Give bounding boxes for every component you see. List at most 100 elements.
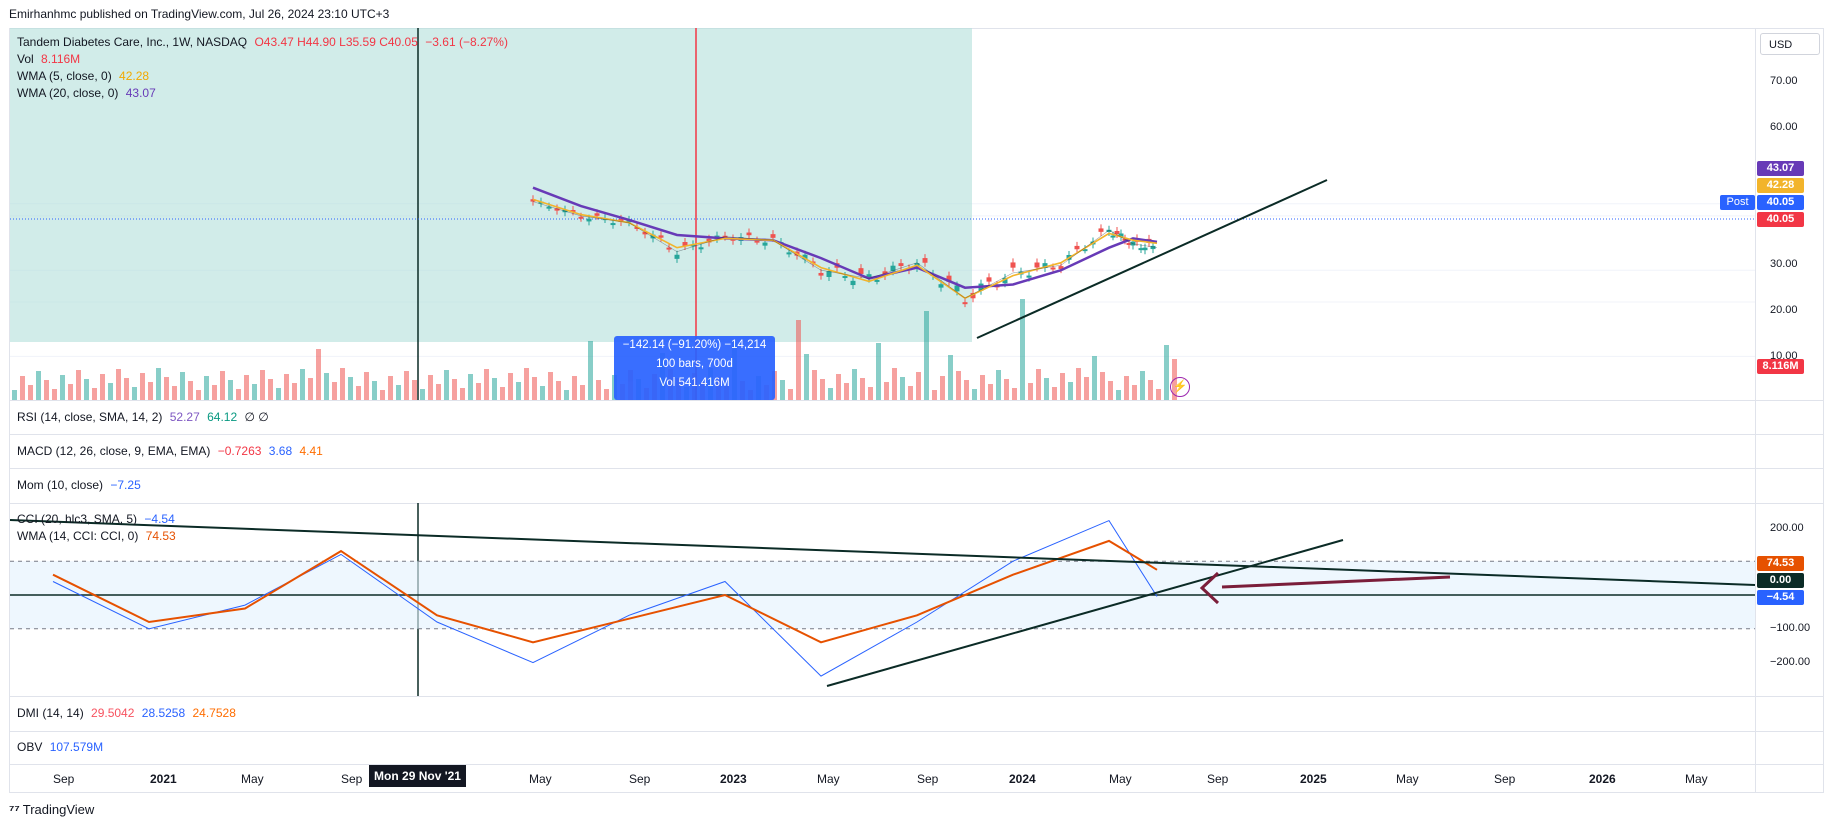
price-tick: 70.00 [1770,75,1798,87]
volume-bar [524,368,529,400]
volume-bar [132,387,137,400]
candle-body [546,206,552,209]
obv-label: OBV [17,740,43,754]
candle-body [1034,262,1040,268]
volume-bar [212,385,217,400]
volume-bar [436,384,441,400]
candle-body [1130,241,1136,246]
time-tick: Sep [1494,772,1516,786]
pane-separator[interactable] [9,731,1824,732]
wma20-legend[interactable]: WMA (20, close, 0) 43.07 [17,86,160,100]
volume-bar [380,390,385,400]
mom-legend[interactable]: Mom (10, close) −7.25 [17,478,145,492]
candle-body [962,302,968,305]
vol-legend[interactable]: Vol 8.116M [17,52,84,66]
vol-value: 8.116M [41,52,81,66]
time-tick: May [817,772,840,786]
volume-bar [260,370,265,400]
brand-label: TradingView [22,802,95,817]
candle-body [1142,247,1148,251]
volume-bar [244,375,249,400]
volume-bar [76,370,81,400]
pane-separator[interactable] [9,468,1824,469]
pane-separator[interactable] [9,434,1824,435]
candle-body [874,279,880,282]
close-line [532,201,1158,299]
volume-bar [1068,382,1073,400]
cci-tick: −100.00 [1770,622,1811,634]
volume-bar [60,375,65,400]
candle-body [770,234,776,238]
time-tick: May [1396,772,1419,786]
candle-body [1126,242,1132,245]
price-trendline [976,179,1328,339]
macd-value-3: 4.41 [299,444,323,458]
wma5-legend[interactable]: WMA (5, close, 0) 42.28 [17,69,153,83]
volume-bar [804,354,809,400]
cci-wma-legend[interactable]: WMA (14, CCI: CCI, 0) 74.53 [17,529,180,543]
cci-value-badge: −4.54 [1757,590,1804,605]
volume-bar [1164,345,1169,400]
price-axis-divider [1755,28,1756,793]
candle-body [610,223,616,226]
candle-body [922,258,928,263]
wma5-value: 42.28 [119,69,150,83]
vol-label: Vol [17,52,34,66]
candle-body [658,235,664,238]
cci-legend[interactable]: CCI (20, hlc3, SMA, 5) −4.54 [17,512,179,526]
pane-separator[interactable] [9,400,1824,401]
macd-legend[interactable]: MACD (12, 26, close, 9, EMA, EMA) −0.726… [17,444,327,458]
volume-bar [1020,299,1025,400]
candle-body [578,216,584,219]
wma5-line [532,198,1158,300]
price-tick: 20.00 [1770,304,1798,316]
symbol-title: Tandem Diabetes Care, Inc., 1W, NASDAQ [17,35,248,49]
tradingview-logo-icon: ⁷⁷ [9,802,20,817]
volume-bar [348,377,353,400]
lightning-icon[interactable]: ⚡ [1170,377,1190,397]
macd-label: MACD (12, 26, close, 9, EMA, EMA) [17,444,211,458]
volume-bar [532,377,537,400]
dmi-value-1: 29.5042 [91,706,135,720]
measure-bars: 100 bars, 700d [656,358,733,370]
dmi-legend[interactable]: DMI (14, 14) 29.5042 28.5258 24.7528 [17,706,240,720]
candle-body [946,275,952,282]
measure-volume: Vol 541.416M [659,377,730,389]
candle-body [586,218,592,222]
volume-bar [92,388,97,400]
volume-bar [836,374,841,400]
obv-legend[interactable]: OBV 107.579M [17,740,107,754]
time-tick: May [1109,772,1132,786]
price-tick: 60.00 [1770,121,1798,133]
candle-body [1138,248,1144,251]
cci-descending-trendline [9,519,1756,586]
volume-bar [68,384,73,400]
rsi-legend[interactable]: RSI (14, close, SMA, 14, 2) 52.27 64.12 … [17,410,273,424]
cci-ascending-trendline [826,539,1344,687]
candle-body [1118,233,1124,238]
symbol-legend[interactable]: Tandem Diabetes Care, Inc., 1W, NASDAQ O… [17,35,512,49]
volume-bar [828,388,833,400]
volume-bar [1132,385,1137,400]
annotation-arrow-head [1199,571,1220,605]
candle-body [570,210,576,213]
pane-separator[interactable] [9,503,1824,504]
candle-body [650,234,656,239]
volume-bar [316,349,321,400]
volume-bar [556,381,561,400]
mom-value: −7.25 [110,478,141,492]
volume-bar [956,371,961,400]
currency-button[interactable]: USD [1760,33,1820,55]
volume-bar [844,383,849,400]
volume-bar [492,378,497,400]
change-value: −3.61 (−8.27%) [425,35,508,49]
pane-separator[interactable] [9,696,1824,697]
candle-body [1110,235,1116,238]
candle-body [642,231,648,235]
published-caption: Emirhanhmc published on TradingView.com,… [9,7,390,21]
volume-bar [788,389,793,400]
volume-bar [340,368,345,400]
tradingview-brand[interactable]: ⁷⁷ TradingView [9,802,94,817]
volume-bar [412,380,417,400]
